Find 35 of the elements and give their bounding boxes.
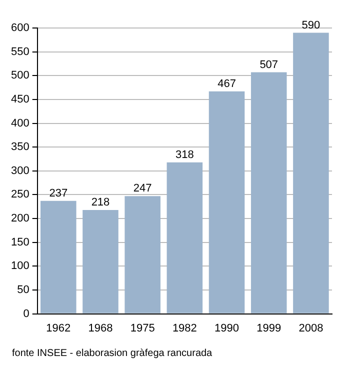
y-tick-label: 300 [10, 164, 30, 177]
data-label: 218 [91, 196, 110, 208]
data-label: 247 [133, 182, 152, 195]
data-label: 590 [302, 19, 320, 32]
y-tick-label: 0 [23, 308, 30, 320]
data-label: 467 [218, 78, 236, 90]
x-tick-label: 1975 [130, 322, 155, 334]
x-tick-label: 1999 [256, 322, 282, 334]
x-tick-label: 1990 [214, 322, 240, 334]
y-tick-label: 200 [10, 212, 30, 225]
x-tick-label: 1968 [88, 322, 113, 334]
y-tick-label: 50 [17, 284, 30, 296]
data-label: 318 [175, 148, 194, 161]
y-tick-label: 250 [10, 188, 30, 201]
data-label: 237 [49, 187, 68, 200]
bar [250, 72, 287, 314]
y-tick-label: 400 [10, 117, 30, 130]
bar [40, 200, 76, 314]
x-tick-label: 1962 [46, 322, 71, 334]
y-tick-label: 100 [10, 260, 30, 272]
x-tick-label: 2008 [298, 322, 324, 334]
y-tick-label: 150 [10, 236, 30, 248]
y-tick-label: 550 [10, 46, 30, 58]
y-tick-label: 450 [10, 93, 30, 106]
bar [124, 196, 160, 314]
y-tick-label: 350 [10, 141, 30, 154]
bar [166, 162, 203, 314]
bar [82, 210, 118, 314]
bar [208, 91, 245, 314]
data-label: 507 [260, 58, 278, 71]
x-tick-label: 1982 [172, 322, 197, 334]
y-tick-label: 600 [10, 22, 30, 34]
bar [293, 32, 329, 314]
source-note: fonte INSEE - elaborasion gràfega rancurada [12, 348, 214, 359]
y-tick-label: 500 [10, 70, 30, 82]
